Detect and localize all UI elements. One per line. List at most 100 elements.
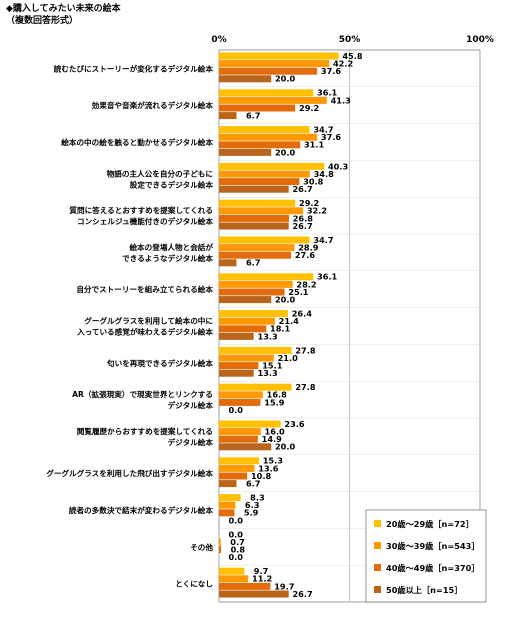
bar	[219, 199, 296, 207]
bar	[219, 369, 254, 377]
bar	[219, 538, 221, 546]
data-label: 30.8	[303, 177, 324, 187]
bar	[219, 273, 314, 281]
bar	[219, 310, 288, 318]
data-label: 16.0	[265, 427, 286, 437]
bar	[219, 296, 272, 304]
bar	[219, 52, 339, 60]
legend-swatch	[374, 520, 381, 527]
bar	[219, 280, 293, 288]
bar	[219, 509, 235, 517]
data-label: 21.4	[279, 316, 300, 326]
data-label: 26.8	[293, 213, 314, 223]
data-label: 6.7	[246, 479, 261, 489]
bar	[219, 185, 289, 193]
data-label: 28.9	[298, 243, 319, 253]
chart-subtitle: （複数回答形式）	[6, 16, 79, 26]
data-label: 15.9	[264, 397, 285, 407]
data-label: 6.7	[246, 258, 261, 268]
data-label: 36.1	[317, 88, 338, 98]
data-label: 8.3	[250, 493, 265, 503]
data-label: 14.9	[262, 434, 283, 444]
category-label: グーグルグラスを利用して絵本の中に	[84, 316, 213, 326]
data-label: 0.0	[228, 515, 243, 525]
data-label: 34.8	[314, 169, 335, 179]
data-label: 6.7	[246, 111, 261, 121]
bar	[219, 362, 259, 370]
legend-label: 30歳～39歳［n=543］	[386, 541, 480, 551]
data-label: 31.1	[304, 140, 325, 150]
data-label: 25.1	[288, 287, 309, 297]
bar	[219, 464, 255, 472]
bar	[219, 148, 272, 156]
bar	[219, 60, 330, 68]
legend-label: 40歳～49歳［n=370］	[386, 563, 480, 573]
category-label: 質問に答えるとおすすめを提案してくれる	[69, 205, 213, 215]
legend-label: 20歳～29歳［n=72］	[386, 519, 474, 529]
data-label: 40.3	[328, 161, 349, 171]
bar	[219, 383, 292, 391]
category-label: デジタル絵本	[168, 400, 214, 410]
bar	[219, 67, 318, 75]
category-label: デジタル絵本	[168, 437, 214, 447]
data-label: 0.0	[228, 552, 243, 562]
bar	[219, 126, 310, 134]
data-label: 41.3	[331, 95, 352, 105]
category-label: その他	[190, 542, 213, 552]
category-label: コンシェルジュ機能付きのデジタル絵本	[77, 216, 213, 226]
data-label: 37.6	[321, 132, 342, 142]
data-label: 45.8	[342, 51, 363, 61]
data-label: 28.2	[296, 279, 316, 289]
data-label: 16.8	[267, 390, 288, 400]
bar	[219, 435, 258, 443]
category-label: 絵本の登場人物と会話が	[129, 242, 213, 252]
bar	[219, 501, 236, 509]
x-tick-label: 50%	[339, 35, 361, 45]
data-label: 32.2	[307, 206, 327, 216]
bar	[219, 325, 267, 333]
data-label: 37.6	[321, 66, 342, 76]
bar	[219, 346, 292, 354]
data-label: 36.1	[317, 272, 338, 282]
data-label: 15.3	[263, 456, 284, 466]
bar	[219, 546, 222, 554]
data-label: 13.3	[258, 368, 279, 378]
bar	[219, 354, 274, 362]
bar	[219, 236, 310, 244]
data-label: 27.8	[295, 382, 316, 392]
legend-label: 50歳以上［n=15］	[386, 585, 462, 595]
bar	[219, 317, 275, 325]
data-label: 20.0	[275, 295, 296, 305]
data-label: 23.6	[284, 419, 305, 429]
data-label: 29.2	[299, 198, 319, 208]
x-tick-label: 100%	[466, 35, 494, 45]
bar	[219, 494, 241, 502]
bar	[219, 89, 314, 97]
data-label: 5.9	[244, 508, 259, 518]
legend-swatch	[374, 564, 381, 571]
data-label: 26.4	[292, 309, 313, 319]
bar	[219, 133, 318, 141]
data-label: 27.8	[295, 345, 316, 355]
data-label: 0.7	[230, 537, 245, 547]
data-label: 20.0	[275, 442, 296, 452]
bar	[219, 428, 261, 436]
bar	[219, 472, 248, 480]
data-label: 6.3	[245, 500, 260, 510]
data-label: 18.1	[270, 324, 291, 334]
data-label: 0.8	[231, 545, 246, 555]
bar	[219, 162, 325, 170]
data-label: 11.2	[252, 574, 272, 584]
category-label: グーグルグラスを利用した飛び出すデジタル絵本	[46, 468, 213, 478]
data-label: 26.7	[292, 184, 313, 194]
bar	[219, 141, 301, 149]
category-label: 効果音や音楽が流れるデジタル絵本	[92, 100, 214, 110]
data-label: 29.2	[299, 103, 319, 113]
bar	[219, 398, 261, 406]
data-label: 13.3	[258, 331, 279, 341]
bar	[219, 575, 249, 583]
bar	[219, 222, 289, 230]
bar	[219, 443, 272, 451]
category-label: 自分でストーリーを組み立てられる絵本	[76, 284, 213, 294]
